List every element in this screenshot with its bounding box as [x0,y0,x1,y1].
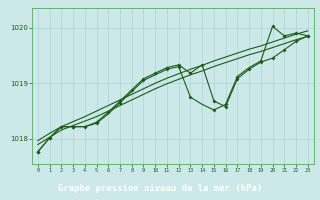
Text: Graphe pression niveau de la mer (hPa): Graphe pression niveau de la mer (hPa) [58,184,262,193]
